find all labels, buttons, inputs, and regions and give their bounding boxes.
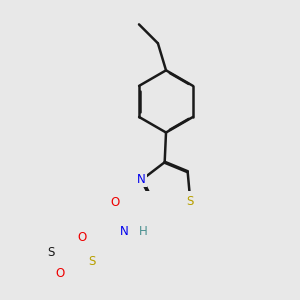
Text: S: S	[88, 255, 95, 268]
Text: O: O	[110, 196, 119, 209]
Text: S: S	[187, 195, 194, 208]
Text: O: O	[77, 231, 87, 244]
Text: O: O	[56, 267, 65, 280]
Text: N: N	[119, 225, 128, 238]
Text: S: S	[47, 246, 55, 259]
Text: H: H	[139, 225, 148, 238]
Text: N: N	[137, 173, 146, 186]
